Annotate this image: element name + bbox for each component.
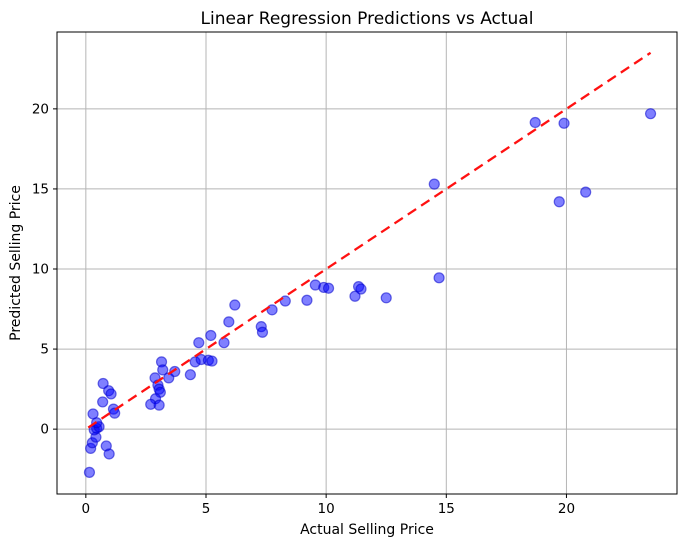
data-point bbox=[428, 178, 440, 190]
identity-line bbox=[87, 51, 652, 429]
data-point bbox=[322, 282, 335, 294]
data-point bbox=[218, 337, 230, 349]
data-point bbox=[169, 365, 181, 378]
data-point bbox=[355, 283, 367, 295]
chart-title: Linear Regression Predictions vs Actual bbox=[201, 9, 534, 29]
data-point bbox=[205, 329, 217, 342]
data-point bbox=[97, 396, 109, 408]
x-tick-label: 15 bbox=[438, 501, 455, 517]
data-point bbox=[87, 408, 99, 420]
y-tick-label: 10 bbox=[32, 262, 49, 278]
data-point bbox=[109, 407, 121, 419]
data-point bbox=[83, 466, 96, 478]
data-point bbox=[580, 186, 592, 198]
x-axis-label: Actual Selling Price bbox=[300, 522, 434, 538]
x-tick-label: 0 bbox=[82, 501, 91, 517]
data-point bbox=[193, 337, 205, 349]
data-point bbox=[553, 196, 565, 208]
axis-ticks: 0 5 10 15 20 0 5 10 15 20 bbox=[32, 101, 575, 517]
data-point bbox=[380, 292, 392, 304]
data-point bbox=[206, 355, 218, 367]
x-tick-label: 20 bbox=[558, 501, 575, 517]
data-point bbox=[223, 316, 235, 328]
x-tick-label: 10 bbox=[318, 501, 335, 517]
x-tick-label: 5 bbox=[202, 501, 211, 517]
y-tick-label: 20 bbox=[32, 101, 49, 117]
data-point bbox=[256, 326, 269, 338]
axes-frame bbox=[56, 31, 678, 495]
data-point bbox=[153, 399, 165, 411]
y-tick-label: 0 bbox=[40, 422, 49, 438]
y-axis-label: Predicted Selling Price bbox=[8, 185, 24, 341]
identity-reference-line bbox=[87, 51, 652, 429]
data-point bbox=[558, 117, 570, 129]
y-tick-label: 5 bbox=[40, 342, 49, 358]
data-point bbox=[105, 388, 117, 400]
data-point bbox=[433, 272, 445, 284]
data-point bbox=[529, 116, 541, 129]
data-point bbox=[229, 299, 241, 311]
scatter-points bbox=[83, 108, 657, 478]
data-point bbox=[184, 369, 196, 381]
data-point bbox=[157, 364, 169, 376]
data-point bbox=[644, 108, 657, 120]
y-tick-label: 15 bbox=[32, 181, 49, 197]
plot-frame bbox=[56, 31, 678, 495]
data-point bbox=[349, 290, 361, 302]
data-point bbox=[103, 448, 115, 460]
data-point bbox=[301, 294, 313, 306]
grid-lines bbox=[57, 32, 677, 494]
